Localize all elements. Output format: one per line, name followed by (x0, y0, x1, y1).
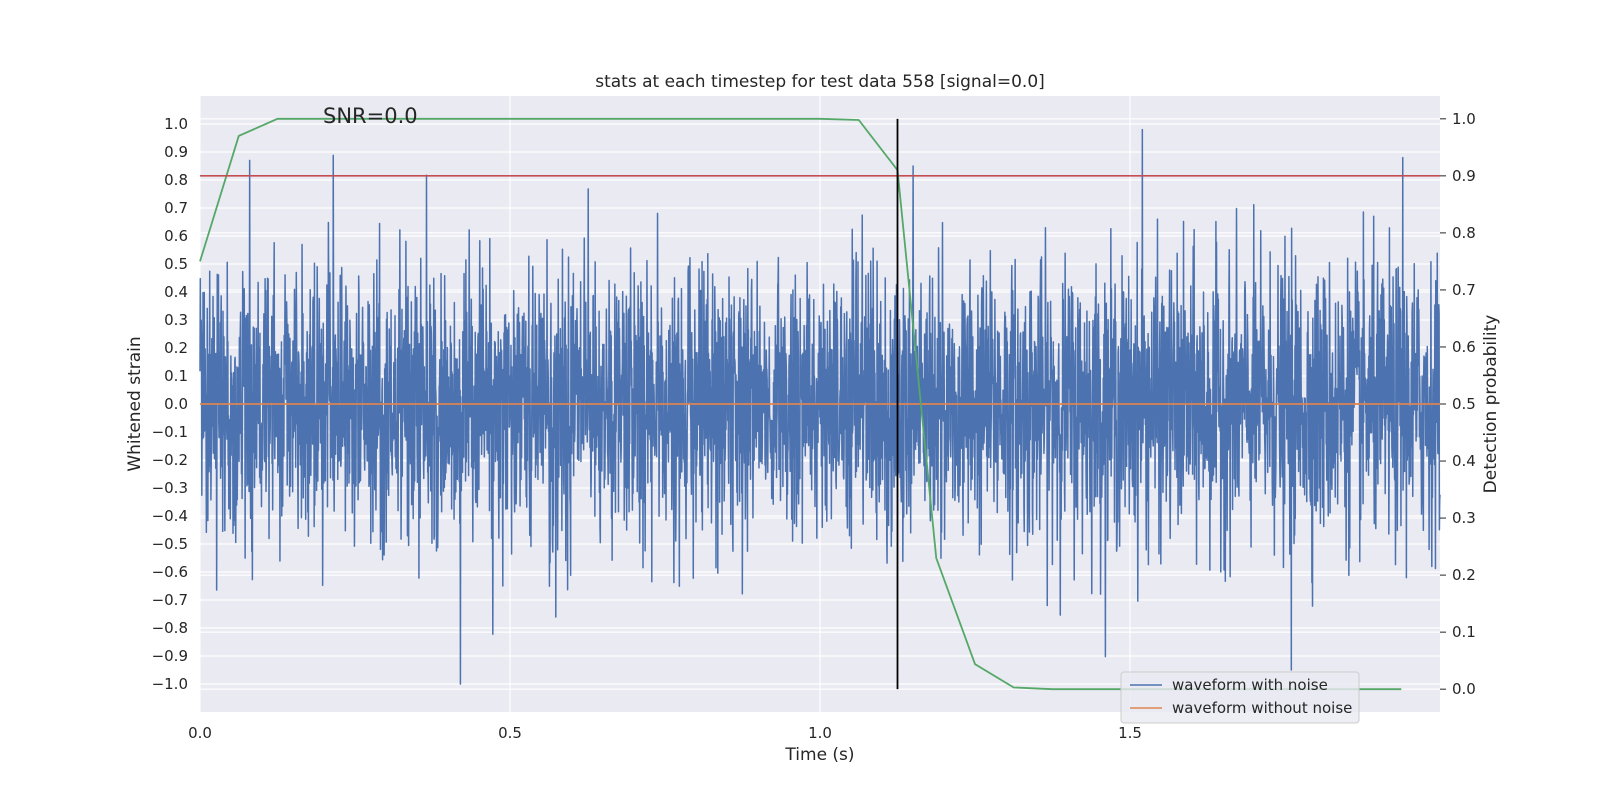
y-tick-label: −0.8 (152, 619, 188, 637)
legend: waveform with noise waveform without noi… (1120, 671, 1360, 724)
y-tick-label: −1.0 (152, 675, 188, 693)
y-tick-label: 0.8 (164, 171, 188, 189)
y-tick-label: 0.1 (164, 367, 188, 385)
y-tick-label: 0.2 (164, 339, 188, 357)
y-tick-label: −0.3 (152, 479, 188, 497)
y2-tick-label: 0.5 (1452, 395, 1476, 413)
y2-tick-label: 0.0 (1452, 680, 1476, 698)
x-axis-label: Time (s) (784, 745, 854, 765)
y2-tick-label: 0.2 (1452, 566, 1476, 584)
y-ticks: 1.0 0.9 0.8 0.7 0.6 0.5 0.4 0.3 0.2 0.1 0.0 −0.1 −0.… (152, 115, 188, 693)
y2-tick-label: 1.0 (1452, 110, 1476, 128)
series-waveform-with-noise (199, 128, 1441, 685)
legend-box (1120, 671, 1360, 724)
y-tick-label: −0.2 (152, 451, 188, 469)
y-axis-label: Whitened strain (125, 336, 145, 471)
y-tick-label: 0.3 (164, 311, 188, 329)
y2-tick-label: 0.9 (1452, 167, 1476, 185)
x-tick-label: 0.5 (498, 724, 522, 742)
y-tick-label: −0.9 (152, 647, 188, 665)
x-tick-label: 1.0 (808, 724, 832, 742)
x-tick-label: 0.0 (188, 724, 212, 742)
y-tick-label: −0.1 (152, 423, 188, 441)
y-tick-label: 0.7 (164, 199, 188, 217)
y-tick-label: −0.5 (152, 535, 188, 553)
x-tick-label: 1.5 (1118, 724, 1142, 742)
y-tick-label: −0.6 (152, 563, 188, 581)
reference-lines (200, 118, 1440, 690)
snr-annotation: SNR=0.0 (323, 104, 418, 128)
y2-tick-label: 0.3 (1452, 509, 1476, 527)
y2-tick-label: 0.6 (1452, 338, 1476, 356)
y-tick-label: 0.4 (164, 283, 188, 301)
y-tick-label: 0.5 (164, 255, 188, 273)
y2-tick-label: 0.8 (1452, 224, 1476, 242)
y2-axis-label: Detection probability (1481, 315, 1501, 494)
y-tick-label: 0.6 (164, 227, 188, 245)
x-ticks: 0.0 0.5 1.0 1.5 (188, 724, 1142, 742)
y2-ticks: 1.0 0.9 0.8 0.7 0.6 0.5 0.4 0.3 0.2 0.1 0.0 (1440, 110, 1476, 698)
legend-label-waveform-with-noise: waveform with noise (1172, 676, 1328, 694)
legend-label-waveform-without-noise: waveform without noise (1172, 699, 1352, 717)
y-tick-label: −0.4 (152, 507, 188, 525)
y2-tick-label: 0.1 (1452, 623, 1476, 641)
y-tick-label: 1.0 (164, 115, 188, 133)
y-tick-label: 0.0 (164, 395, 188, 413)
y2-tick-label: 0.7 (1452, 281, 1476, 299)
chart-title: stats at each timestep for test data 558… (595, 72, 1045, 92)
y2-tick-label: 0.4 (1452, 452, 1476, 470)
y-tick-label: −0.7 (152, 591, 188, 609)
y-tick-label: 0.9 (164, 143, 188, 161)
